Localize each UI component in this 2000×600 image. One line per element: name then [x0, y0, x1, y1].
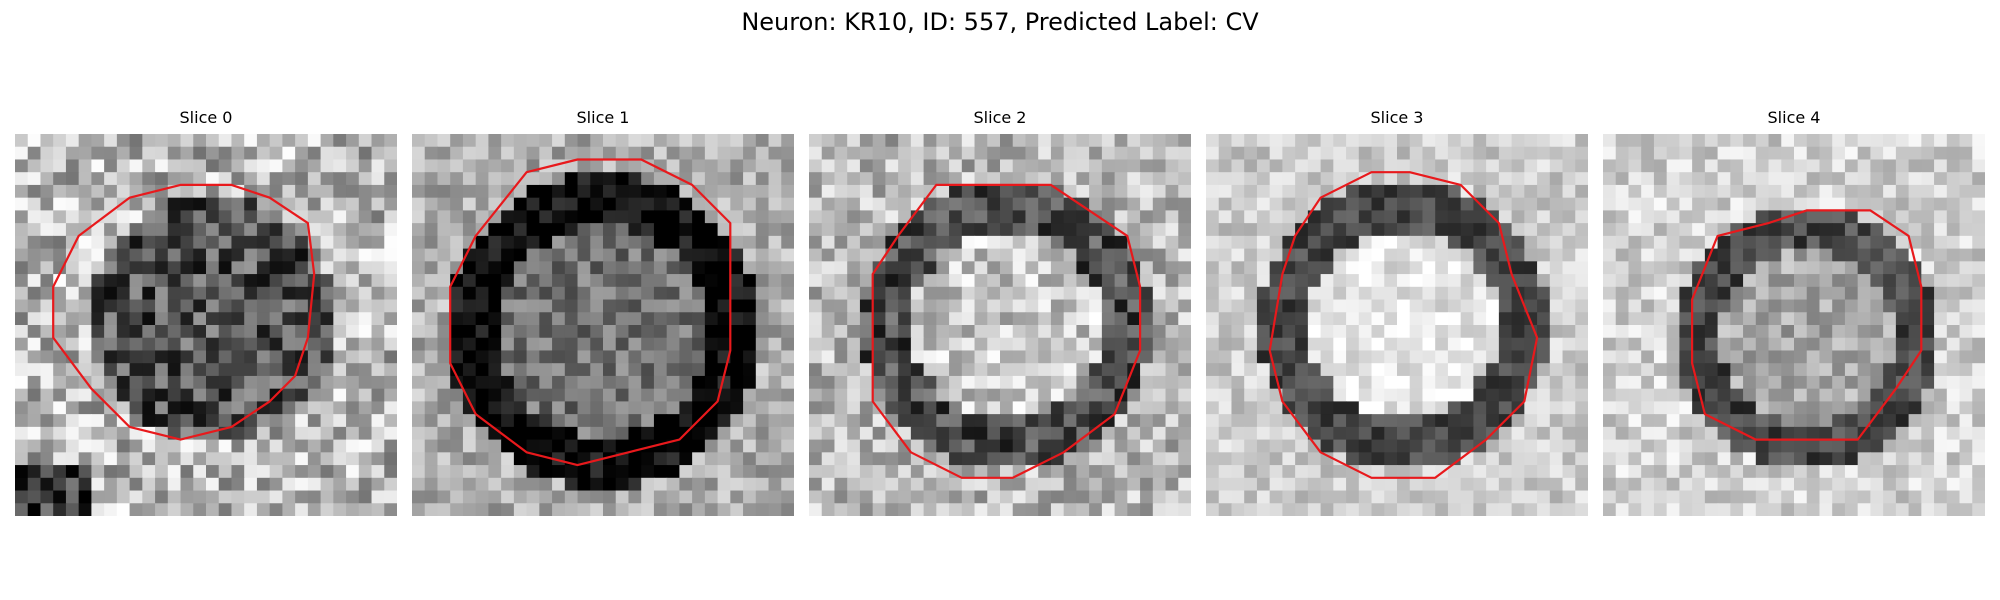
slice-image-0 — [15, 134, 397, 516]
segmentation-contour — [449, 158, 732, 467]
slice-title: Slice 1 — [576, 108, 630, 127]
slice-panel-0: Slice 0 — [15, 108, 397, 516]
microscopy-slice — [1206, 134, 1588, 516]
slice-title: Slice 4 — [1767, 108, 1821, 127]
segmentation-contour — [871, 183, 1142, 479]
segmentation-contour — [52, 183, 316, 441]
segmentation-contour — [1268, 171, 1539, 479]
slice-image-2 — [809, 134, 1191, 516]
slice-panel-4: Slice 4 — [1603, 108, 1985, 516]
slice-image-3 — [1206, 134, 1588, 516]
slice-title: Slice 3 — [1370, 108, 1424, 127]
slice-title: Slice 0 — [179, 108, 233, 127]
microscopy-slice — [809, 134, 1191, 516]
microscopy-slice — [15, 134, 397, 516]
slice-panel-3: Slice 3 — [1206, 108, 1588, 516]
microscopy-slice — [412, 134, 794, 516]
slice-panel-1: Slice 1 — [412, 108, 794, 516]
figure-title: Neuron: KR10, ID: 557, Predicted Label: … — [741, 8, 1259, 36]
segmentation-contour — [1690, 209, 1923, 441]
slice-image-1 — [412, 134, 794, 516]
slice-title: Slice 2 — [973, 108, 1027, 127]
slice-image-4 — [1603, 134, 1985, 516]
microscopy-slice — [1603, 134, 1985, 516]
slice-panel-2: Slice 2 — [809, 108, 1191, 516]
